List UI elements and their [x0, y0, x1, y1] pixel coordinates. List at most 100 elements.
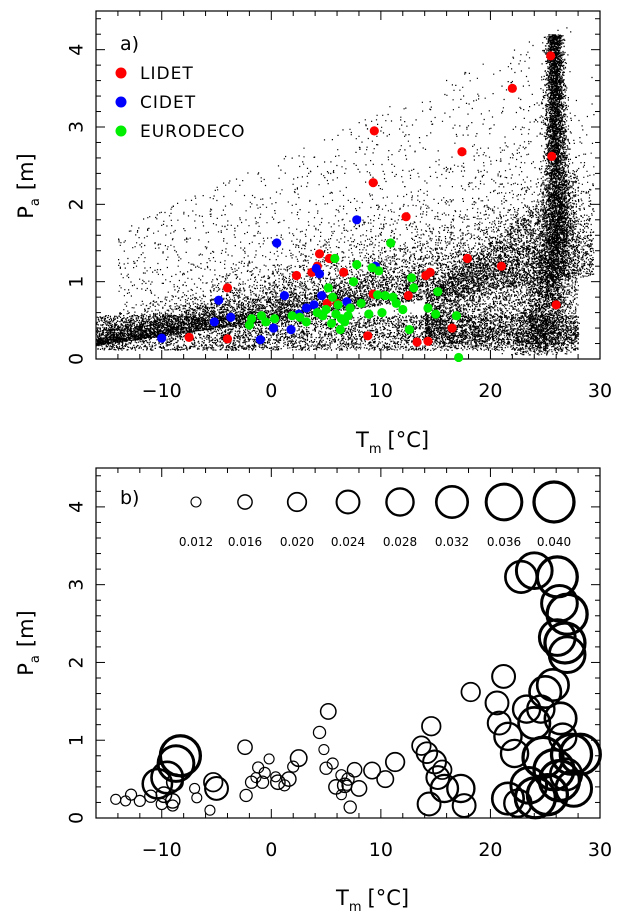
- bubble: [312, 725, 327, 740]
- marker-eurodeco: [398, 304, 408, 315]
- bubble: [558, 732, 602, 776]
- bubble: [280, 771, 297, 787]
- size-legend-label: 0.036: [487, 535, 521, 549]
- bubble: [204, 775, 229, 801]
- size-legend-bubble: [190, 496, 202, 508]
- bubble: [543, 621, 587, 665]
- bubble: [318, 744, 330, 756]
- legend-label-lidet: LIDET: [140, 64, 194, 84]
- bubble: [319, 703, 337, 720]
- bubble: [521, 735, 565, 779]
- marker-eurodeco: [312, 308, 322, 318]
- marker-lidet: [507, 83, 517, 93]
- marker-lidet: [447, 323, 457, 333]
- size-legend-bubble: [385, 487, 415, 517]
- size-legend-label: 0.032: [435, 535, 469, 549]
- marker-eurodeco: [348, 277, 359, 287]
- size-legend-bubble: [286, 491, 308, 513]
- bubble: [270, 771, 282, 783]
- marker-lidet: [314, 249, 325, 259]
- bubble: [239, 788, 253, 803]
- x-tick-label-b: 30: [588, 839, 612, 861]
- bubble: [335, 769, 348, 782]
- marker-eurodeco: [352, 260, 362, 270]
- bubble: [343, 800, 357, 814]
- marker-eurodeco: [295, 312, 305, 322]
- x-tick-label-b: −10: [142, 839, 182, 861]
- y-axis-label-a: Pa[m]: [14, 153, 43, 218]
- marker-eurodeco: [451, 311, 462, 321]
- bubble: [150, 760, 185, 795]
- marker-eurodeco: [343, 311, 353, 321]
- x-tick-label-a: 0: [265, 380, 277, 402]
- marker-eurodeco: [356, 298, 366, 308]
- legend-marker-cidet: [115, 96, 127, 108]
- series-markers-a: [157, 51, 561, 363]
- axis-ticks-b: −10 0 10 20 30 0 1 2 3 4: [66, 468, 612, 861]
- marker-cidet: [279, 290, 290, 301]
- bubble: [191, 792, 203, 804]
- marker-lidet: [339, 267, 349, 277]
- marker-cidet: [226, 312, 236, 322]
- x-tick-label-a: 10: [369, 380, 393, 402]
- bubble: [346, 761, 363, 778]
- bubble: [376, 770, 395, 789]
- y-tick-label-b: 1: [66, 734, 88, 746]
- marker-eurodeco: [345, 303, 355, 313]
- marker-eurodeco: [330, 253, 340, 264]
- bubble: [319, 761, 333, 775]
- legend-marker-eurodeco: [115, 125, 127, 137]
- marker-eurodeco: [404, 325, 414, 335]
- panel-a: −10 0 10 20 30 0 1 2 3 4 a) LIDET CIDET EURODECO Tm…: [14, 10, 612, 457]
- bubble: [166, 799, 179, 812]
- marker-lidet: [425, 267, 435, 277]
- marker-eurodeco: [372, 290, 383, 300]
- marker-eurodeco: [391, 298, 401, 308]
- bubble: [513, 776, 558, 820]
- marker-eurodeco: [423, 303, 433, 313]
- bubble: [411, 735, 432, 756]
- x-axis-label-b: Tm [°C]: [335, 886, 409, 915]
- bubble: [278, 779, 291, 792]
- size-legend-label: 0.040: [537, 535, 571, 549]
- marker-lidet: [546, 51, 556, 61]
- marker-eurodeco: [377, 308, 387, 318]
- y-axis-label-b: Pa[m]: [14, 610, 43, 675]
- marker-cidet: [255, 335, 265, 345]
- marker-eurodeco: [406, 273, 417, 283]
- bubble: [124, 788, 138, 801]
- marker-cidet: [209, 317, 219, 327]
- marker-cidet: [317, 290, 327, 301]
- marker-lidet: [184, 332, 194, 342]
- marker-eurodeco: [323, 283, 333, 293]
- bubble: [535, 667, 570, 703]
- marker-eurodeco: [326, 318, 337, 329]
- size-legend-label: 0.024: [331, 535, 365, 549]
- marker-cidet: [352, 215, 362, 225]
- legend-a: LIDET CIDET EURODECO: [115, 64, 244, 142]
- bubble: [133, 794, 146, 808]
- size-legend-bubble: [335, 489, 361, 515]
- marker-eurodeco: [374, 266, 384, 276]
- x-tick-label-a: −10: [142, 380, 182, 402]
- marker-lidet: [222, 334, 233, 344]
- marker-eurodeco: [328, 292, 338, 302]
- size-legend-label: 0.020: [280, 535, 314, 549]
- y-tick-label-a: 2: [66, 198, 88, 210]
- bubble: [509, 765, 549, 805]
- x-tick-label-b: 10: [369, 839, 393, 861]
- size-legend-bubble: [434, 484, 470, 520]
- bubble: [204, 804, 216, 816]
- bubble: [549, 732, 594, 776]
- legend-label-cidet: CIDET: [140, 93, 196, 113]
- marker-lidet: [496, 261, 506, 271]
- marker-eurodeco: [409, 283, 419, 293]
- y-tick-label-b: 3: [66, 579, 88, 591]
- bubble: [548, 757, 584, 792]
- bubble: [326, 757, 339, 770]
- bubble: [545, 592, 589, 636]
- bubbles-b: [110, 551, 602, 820]
- marker-cidet: [157, 333, 167, 343]
- bubble: [451, 793, 477, 819]
